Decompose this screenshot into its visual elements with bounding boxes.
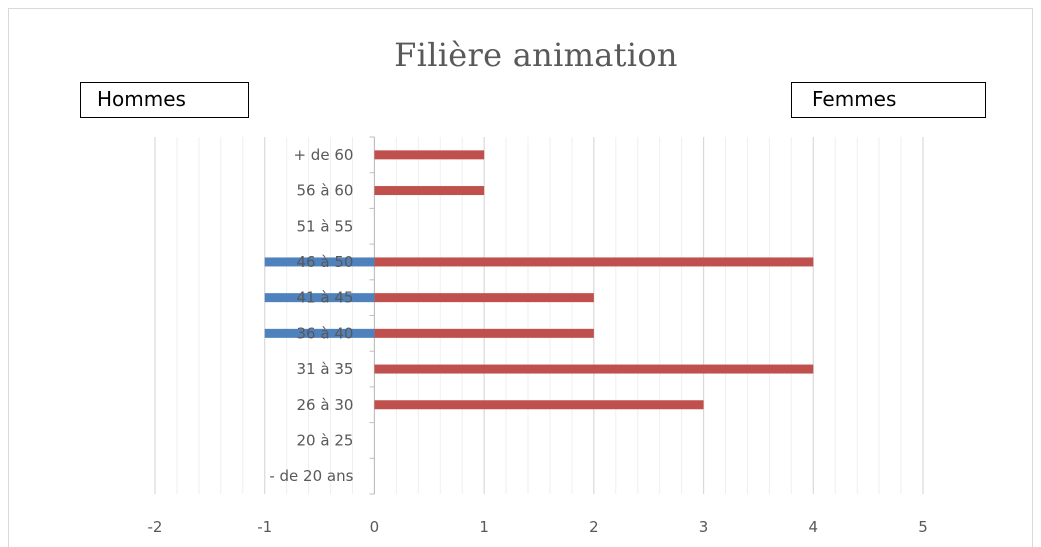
femmes-label-box: Femmes	[791, 82, 986, 118]
femmes-bar	[374, 257, 814, 267]
bars	[264, 150, 814, 410]
category-label: 26 à 30	[297, 396, 354, 414]
category-label: 31 à 35	[297, 360, 354, 378]
category-labels: - de 20 ans 20 à 25 26 à 30 31 à 35 36 à 40 4…	[269, 146, 353, 485]
x-tick-label: -2	[148, 518, 163, 536]
category-label: 51 à 55	[297, 217, 354, 235]
category-label: 36 à 40	[297, 324, 354, 342]
category-label: 20 à 25	[297, 431, 354, 449]
hommes-bar	[264, 328, 375, 338]
femmes-bar	[374, 150, 485, 160]
femmes-bar	[374, 293, 594, 303]
category-label: 46 à 50	[297, 253, 354, 271]
femmes-bar	[374, 400, 704, 410]
category-label: - de 20 ans	[269, 467, 353, 485]
category-label: 41 à 45	[297, 289, 354, 307]
femmes-bar	[374, 328, 594, 338]
x-tick-label: 2	[589, 518, 599, 536]
femmes-bar	[374, 186, 485, 196]
x-tick-label: 5	[918, 518, 928, 536]
category-axis	[369, 136, 376, 495]
category-label: 56 à 60	[297, 182, 354, 200]
hommes-label-box: Hommes	[80, 82, 249, 118]
gridlines	[154, 137, 924, 494]
x-tick-label: 3	[699, 518, 709, 536]
hommes-bar	[264, 293, 375, 303]
x-tick-label: 4	[809, 518, 819, 536]
x-tick-label: 0	[370, 518, 380, 536]
x-tick-label: -1	[257, 518, 272, 536]
chart-title: Filière animation	[394, 36, 678, 74]
x-tick-label: 1	[479, 518, 489, 536]
category-label: + de 60	[293, 146, 353, 164]
femmes-bar	[374, 364, 814, 374]
x-tick-labels: -2 -1 0 1 2 3 4 5	[148, 518, 928, 536]
hommes-bar	[264, 257, 375, 267]
